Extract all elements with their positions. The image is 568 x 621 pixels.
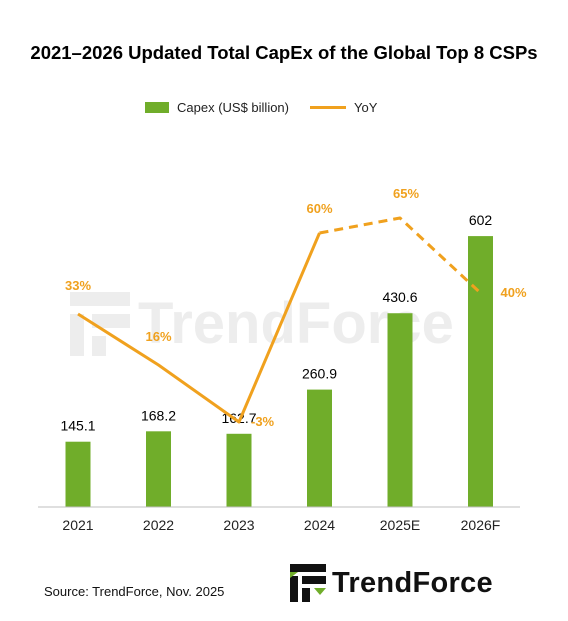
bar-value-label: 168.2 — [141, 407, 176, 423]
source-note: Source: TrendForce, Nov. 2025 — [44, 584, 225, 599]
watermark-logo-icon — [70, 291, 130, 356]
capex-bar — [65, 441, 91, 507]
capex-bar — [468, 236, 493, 507]
x-tick-label: 2023 — [223, 517, 254, 533]
legend-line-swatch — [310, 106, 346, 109]
legend-item-capex: Capex (US$ billion) — [145, 100, 289, 115]
chart-legend: Capex (US$ billion) YoY — [0, 100, 568, 120]
bar-value-label: 602 — [469, 212, 493, 228]
trendforce-logo-text: TrendForce — [332, 566, 493, 599]
x-tick-label: 2026F — [461, 517, 501, 533]
yoy-value-label: -3% — [251, 414, 275, 429]
x-tick-label: 2025E — [380, 517, 420, 533]
legend-item-yoy: YoY — [310, 100, 377, 115]
bar-value-label: 162.7 — [221, 410, 256, 426]
capex-bar — [226, 433, 252, 507]
trendforce-logo: TrendForce — [290, 563, 493, 603]
x-tick-label: 2024 — [304, 517, 335, 533]
bar-value-label: 260.9 — [302, 366, 337, 382]
legend-bar-swatch — [145, 102, 169, 113]
yoy-value-label: 65% — [393, 186, 419, 201]
capex-bar — [387, 313, 413, 507]
chart-title: 2021–2026 Updated Total CapEx of the Glo… — [30, 42, 538, 63]
trendforce-logo-icon — [290, 564, 326, 602]
yoy-line-solid — [77, 232, 321, 424]
bar-value-label: 430.6 — [382, 289, 417, 305]
bar-value-label: 145.1 — [60, 418, 95, 434]
yoy-value-label: 40% — [501, 285, 527, 300]
yoy-value-label: 16% — [145, 329, 171, 344]
yoy-value-label: 33% — [65, 278, 91, 293]
capex-bar — [146, 431, 171, 507]
yoy-value-label: 60% — [306, 201, 332, 216]
legend-yoy-label: YoY — [354, 100, 378, 115]
capex-bar — [307, 389, 332, 507]
x-tick-label: 2021 — [62, 517, 93, 533]
yoy-line-dashed — [319, 216, 482, 295]
legend-capex-label: Capex (US$ billion) — [177, 100, 289, 115]
x-tick-label: 2022 — [143, 517, 174, 533]
